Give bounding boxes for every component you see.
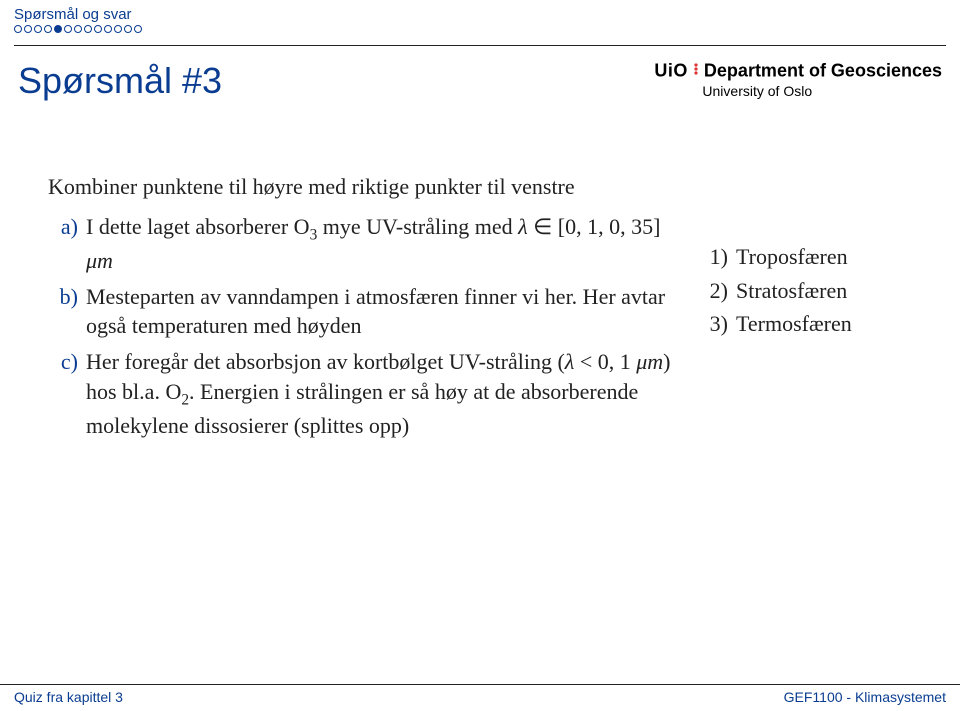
logo-line1: UiO Department of Geosciences	[654, 60, 942, 83]
answer-label: 2)	[698, 276, 728, 306]
answer-item: 3) Termosfæren	[698, 309, 932, 339]
logo-block: UiO Department of Geosciences University …	[654, 60, 942, 99]
progress-dot	[134, 25, 142, 33]
topbar: Spørsmål og svar	[0, 0, 960, 46]
left-enum: a)I dette laget absorberer O3 mye UV-str…	[48, 212, 678, 441]
progress-dots	[14, 25, 946, 33]
logo-univ: University of Oslo	[702, 83, 942, 99]
progress-dot	[34, 25, 42, 33]
progress-dot	[84, 25, 92, 33]
footer-left: Quiz fra kapittel 3	[14, 689, 123, 705]
progress-dot	[24, 25, 32, 33]
right-column: 1) Troposfæren 2) Stratosfæren 3) Termosfæren	[678, 172, 932, 447]
logo-dots-icon	[692, 60, 700, 81]
progress-dot	[114, 25, 122, 33]
intro-text: Kombiner punktene til høyre med riktige …	[48, 172, 678, 202]
answer-label: 1)	[698, 242, 728, 272]
enum-text: Mesteparten av vanndampen i atmosfæren f…	[86, 282, 678, 341]
enum-text: Her foregår det absorbsjon av kortbølget…	[86, 347, 678, 441]
answer-item: 1) Troposfæren	[698, 242, 932, 272]
answer-text: Troposfæren	[736, 242, 848, 272]
right-enum: 1) Troposfæren 2) Stratosfæren 3) Termosfæren	[698, 242, 932, 339]
logo-dept: Department of Geosciences	[704, 60, 942, 80]
answer-text: Termosfæren	[736, 309, 852, 339]
enum-label: a)	[48, 212, 78, 276]
enum-item: c)Her foregår det absorbsjon av kortbølg…	[48, 347, 678, 441]
enum-label: c)	[48, 347, 78, 441]
frame-title: Spørsmål #3	[18, 60, 222, 102]
enum-text: I dette laget absorberer O3 mye UV-strål…	[86, 212, 678, 276]
progress-dot	[14, 25, 22, 33]
progress-dot	[44, 25, 52, 33]
enum-item: b)Mesteparten av vanndampen i atmosfæren…	[48, 282, 678, 341]
answer-label: 3)	[698, 309, 728, 339]
footer-right: GEF1100 - Klimasystemet	[784, 689, 946, 705]
progress-dot	[104, 25, 112, 33]
answer-text: Stratosfæren	[736, 276, 847, 306]
progress-dot	[124, 25, 132, 33]
header-row: Spørsmål #3 UiO Department of Geosciences…	[0, 46, 960, 102]
slide: Spørsmål og svar Spørsmål #3 UiO Departme…	[0, 0, 960, 711]
progress-dot	[54, 25, 62, 33]
progress-dot	[64, 25, 72, 33]
progress-dot	[94, 25, 102, 33]
footer-row: Quiz fra kapittel 3 GEF1100 - Klimasyste…	[0, 685, 960, 711]
section-title: Spørsmål og svar	[14, 6, 946, 23]
progress-dot	[74, 25, 82, 33]
logo-uio: UiO	[654, 60, 688, 80]
body-area: Kombiner punktene til høyre med riktige …	[0, 102, 960, 447]
answer-item: 2) Stratosfæren	[698, 276, 932, 306]
footer: Quiz fra kapittel 3 GEF1100 - Klimasyste…	[0, 684, 960, 711]
enum-item: a)I dette laget absorberer O3 mye UV-str…	[48, 212, 678, 276]
enum-label: b)	[48, 282, 78, 341]
left-column: Kombiner punktene til høyre med riktige …	[48, 172, 678, 447]
